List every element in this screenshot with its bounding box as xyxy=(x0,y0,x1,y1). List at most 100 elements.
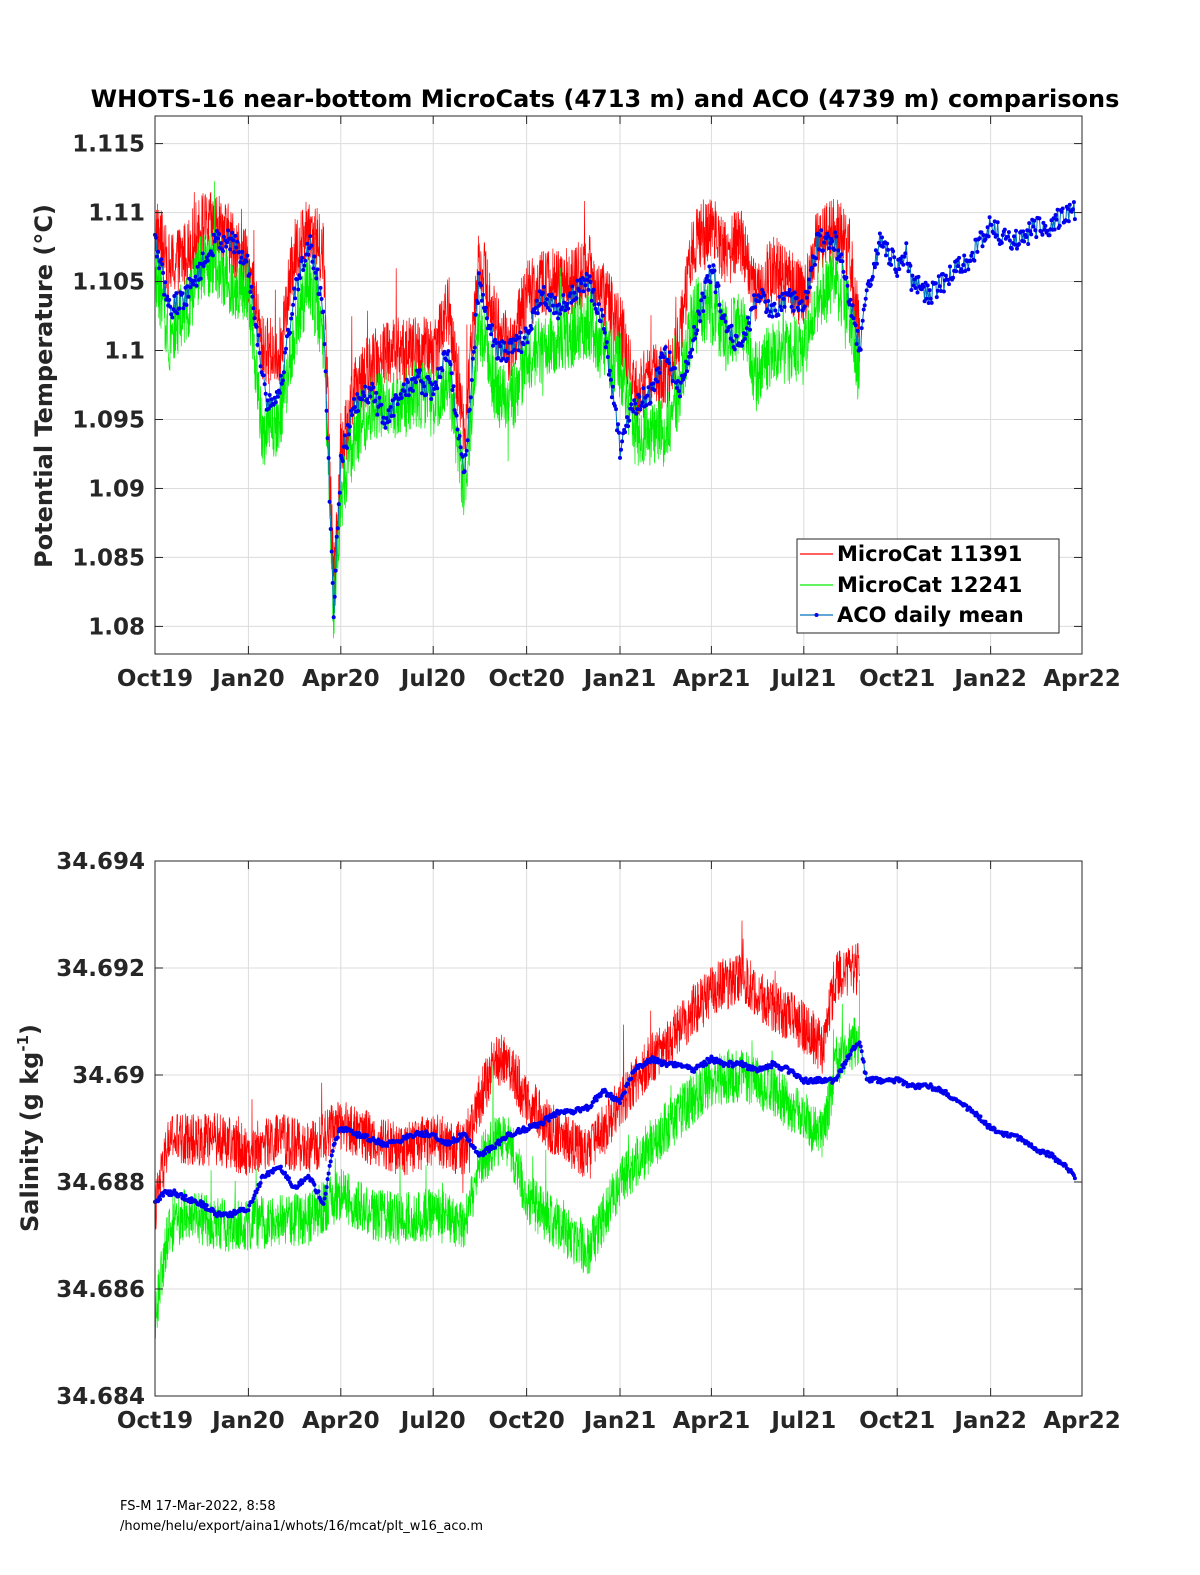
temperature-data-point xyxy=(344,445,349,450)
temperature-data-point xyxy=(819,228,824,233)
temperature-data-point xyxy=(633,401,638,406)
temperature-data-point xyxy=(575,278,580,283)
temperature-data-point xyxy=(347,424,352,429)
salinity-data-point xyxy=(332,1141,337,1146)
temperature-data-point xyxy=(874,261,879,266)
temperature-data-point xyxy=(951,275,956,280)
temperature-data-point xyxy=(616,422,620,427)
temperature-data-point xyxy=(888,257,893,262)
temperature-data-point xyxy=(663,345,668,350)
temperature-data-point xyxy=(460,454,465,459)
temperature-data-point xyxy=(321,309,326,314)
temperature-data-point xyxy=(296,287,301,292)
temperature-data-point xyxy=(629,402,634,407)
salinity-data-point xyxy=(843,1061,848,1066)
temperature-data-point xyxy=(205,258,210,263)
temperature-data-point xyxy=(895,274,900,278)
temperature-data-point xyxy=(195,264,200,269)
temperature-data-point xyxy=(295,277,300,282)
temperature-data-point xyxy=(593,306,598,311)
temperature-data-point xyxy=(1022,239,1027,244)
temperature-data-point xyxy=(170,315,175,320)
temperature-series-aco-daily-mean-markers xyxy=(153,200,1077,620)
temperature-data-point xyxy=(478,283,483,288)
salinity-data-point xyxy=(848,1052,853,1057)
temperature-data-point xyxy=(180,291,185,296)
temperature-data-point xyxy=(717,302,722,307)
temperature-data-point xyxy=(334,534,339,539)
temperature-data-point xyxy=(245,253,250,258)
salinity-data-point xyxy=(335,1135,340,1140)
temperature-data-point xyxy=(826,234,831,239)
temperature-data-point xyxy=(362,393,367,398)
salinity-y-axis-label-main: Salinity (g kg xyxy=(16,1052,44,1232)
temperature-data-point xyxy=(666,361,671,365)
legend-box xyxy=(796,538,1060,634)
temperature-data-point xyxy=(940,272,945,276)
salinity-data-point xyxy=(350,1128,354,1133)
temperature-data-point xyxy=(794,296,799,300)
temperature-data-point xyxy=(519,350,524,355)
salinity-x-tick-label: Oct20 xyxy=(489,1408,565,1434)
temperature-data-point xyxy=(162,292,167,297)
temperature-data-point xyxy=(551,303,555,308)
temperature-data-point xyxy=(902,254,907,259)
temperature-data-point xyxy=(759,295,764,300)
temperature-data-point xyxy=(606,372,611,377)
salinity-chart: Oct19 Jan20 Apr20 Jul20 Oct20 Jan21 Apr21 Jul21… xyxy=(14,849,1121,1434)
salinity-data-point xyxy=(1015,1133,1019,1138)
legend-label-aco-daily-mean: ACO daily mean xyxy=(837,603,1024,627)
salinity-data-point xyxy=(785,1065,790,1070)
temperature-data-point xyxy=(356,409,361,413)
salinity-y-tick-label: 34.686 xyxy=(56,1277,145,1303)
temperature-data-point xyxy=(697,311,702,316)
salinity-data-point xyxy=(365,1133,370,1138)
temperature-data-point xyxy=(234,245,239,250)
temperature-data-point xyxy=(444,358,449,363)
temperature-data-point xyxy=(703,280,708,284)
temperature-data-point xyxy=(1055,207,1060,212)
temperature-data-point xyxy=(290,312,295,316)
temperature-data-point xyxy=(906,269,911,274)
legend-label-microcat-11391: MicroCat 11391 xyxy=(837,542,1022,566)
salinity-data-point xyxy=(420,1130,424,1135)
salinity-data-point xyxy=(726,1064,731,1068)
temperature-data-point xyxy=(475,301,480,305)
temperature-data-point xyxy=(937,284,942,289)
temperature-data-point xyxy=(161,270,166,275)
salinity-x-tick-label: Jan21 xyxy=(582,1408,656,1434)
salinity-data-point xyxy=(535,1124,540,1129)
temperature-data-point xyxy=(386,408,391,413)
temperature-data-point xyxy=(292,286,297,291)
temperature-data-point xyxy=(734,334,739,339)
temperature-data-point xyxy=(588,280,593,284)
temperature-data-point xyxy=(273,400,278,405)
temperature-data-point xyxy=(927,288,932,293)
temperature-data-point xyxy=(247,272,252,277)
temperature-data-point xyxy=(1000,233,1005,238)
temperature-data-point xyxy=(189,278,194,283)
salinity-data-point xyxy=(251,1196,256,1201)
temperature-data-point xyxy=(855,328,860,333)
temperature-data-point xyxy=(572,290,577,295)
temperature-data-point xyxy=(753,305,758,310)
temperature-data-point xyxy=(746,315,750,320)
temperature-data-point xyxy=(713,290,718,295)
salinity-data-point xyxy=(839,1069,844,1074)
temperature-data-point xyxy=(388,405,393,409)
temperature-data-point xyxy=(256,333,261,338)
temperature-data-point xyxy=(995,220,1000,225)
salinity-series-microcat-11391 xyxy=(154,920,860,1236)
temperature-x-tick-label: Jul21 xyxy=(769,666,836,692)
temperature-x-tick-label: Jan22 xyxy=(952,666,1026,692)
temperature-data-point xyxy=(627,418,632,423)
temperature-data-point xyxy=(516,348,521,353)
temperature-data-point xyxy=(375,412,380,417)
temperature-data-point xyxy=(497,340,502,345)
temperature-data-point xyxy=(665,357,670,362)
salinity-data-point xyxy=(172,1188,177,1193)
footer-timestamp: FS-M 17-Mar-2022, 8:58 xyxy=(120,1499,276,1514)
temperature-data-point xyxy=(300,255,305,260)
temperature-data-point xyxy=(194,283,199,288)
temperature-data-point xyxy=(160,262,165,267)
